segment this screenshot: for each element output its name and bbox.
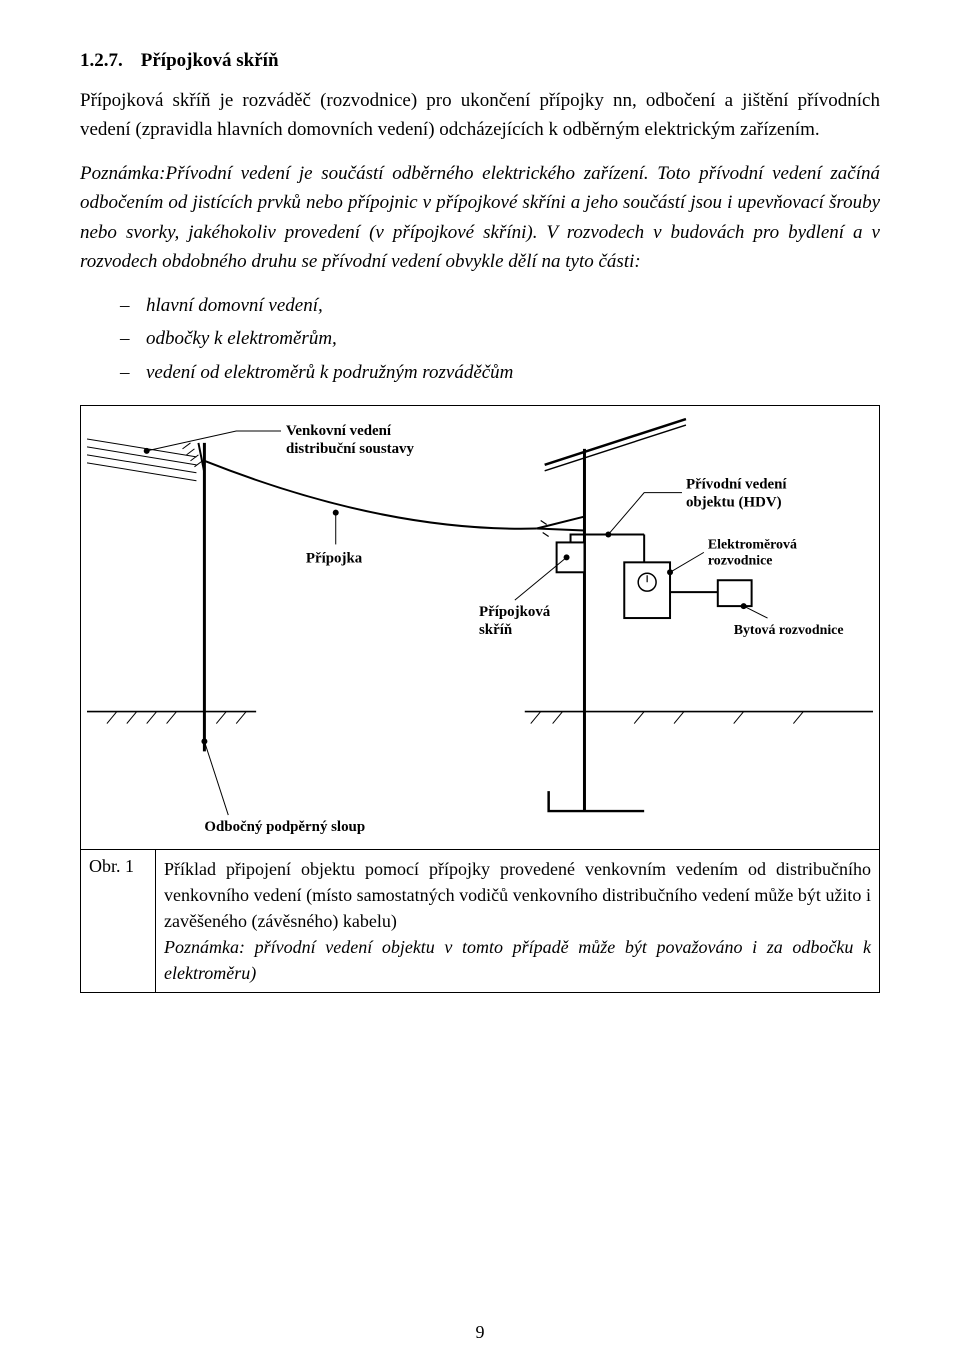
bullet-list: hlavní domovní vedení, odbočky k elektro…: [120, 291, 880, 387]
figure-caption-row: Obr. 1 Příklad připojení objektu pomocí …: [81, 849, 880, 992]
label-pripojkova-skrin-2: skříň: [479, 622, 513, 638]
label-odbocny-sloup: Odbočný podpěrný sloup: [204, 819, 365, 835]
figure-caption-text: Příklad připojení objektu pomocí přípojk…: [164, 859, 871, 931]
figure-table: Venkovní vedení distribuční soustavy Pří…: [80, 405, 880, 993]
label-privodni-vedeni-1: Přívodní vedení: [686, 477, 787, 493]
label-pripojka: Přípojka: [306, 550, 363, 566]
label-elektromerova-1: Elektroměrová: [708, 537, 797, 552]
paragraph-note: Poznámka:Přívodní vedení je součástí odb…: [80, 159, 880, 277]
heading-title: Přípojková skříň: [141, 50, 279, 71]
figure-caption-cell: Příklad připojení objektu pomocí přípojk…: [156, 849, 880, 992]
list-item: hlavní domovní vedení,: [120, 291, 880, 320]
figure-cell: Venkovní vedení distribuční soustavy Pří…: [81, 405, 880, 849]
label-pripojkova-skrin-1: Přípojková: [479, 604, 551, 620]
heading-number: 1.2.7.: [80, 50, 123, 72]
paragraph-intro: Přípojková skříň je rozváděč (rozvodnice…: [80, 86, 880, 145]
page: 1.2.7. Přípojková skříň Přípojková skříň …: [0, 0, 960, 1367]
label-venkovni-vedeni-1: Venkovní vedení: [286, 423, 392, 439]
figure-caption-label: Obr. 1: [81, 849, 156, 992]
list-item: vedení od elektroměrů k podružným rozvád…: [120, 358, 880, 387]
figure-caption-note: Poznámka: přívodní vedení objektu v tomt…: [164, 937, 871, 983]
list-item: odbočky k elektroměrům,: [120, 324, 880, 353]
page-number: 9: [0, 1322, 960, 1343]
label-venkovni-vedeni-2: distribuční soustavy: [286, 441, 415, 457]
label-bytova-rozvodnice: Bytová rozvodnice: [734, 623, 844, 638]
section-heading: 1.2.7. Přípojková skříň: [80, 50, 880, 72]
label-elektromerova-2: rozvodnice: [708, 553, 773, 568]
label-privodni-vedeni-2: objektu (HDV): [686, 495, 782, 511]
connection-diagram: Venkovní vedení distribuční soustavy Pří…: [87, 412, 873, 842]
